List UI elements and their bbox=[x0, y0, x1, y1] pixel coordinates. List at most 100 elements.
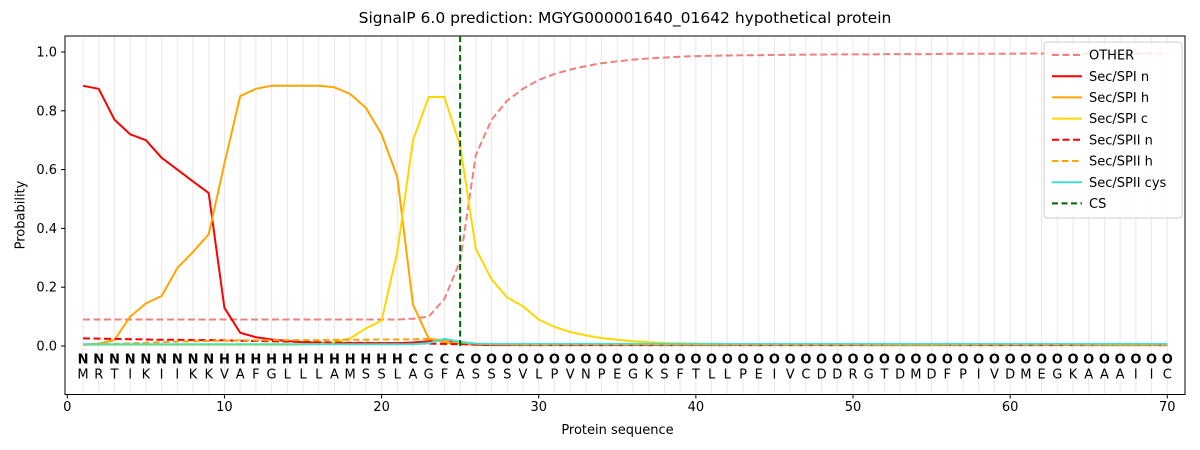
series-line-sec-spi-c bbox=[83, 96, 1168, 346]
region-label-letter: C bbox=[408, 353, 418, 368]
series-line-sec-spi-n bbox=[82, 84, 1168, 347]
region-label-letter: H bbox=[329, 353, 340, 368]
x-tick-label: 0 bbox=[63, 400, 71, 415]
region-label-letter: O bbox=[722, 353, 733, 368]
region-label-letter: O bbox=[973, 353, 984, 368]
region-label-letter: C bbox=[424, 353, 434, 368]
x-tick-label: 40 bbox=[688, 400, 705, 415]
sequence-letter: M bbox=[345, 368, 356, 383]
region-label-letter: H bbox=[250, 353, 261, 368]
sequence-letter: D bbox=[927, 368, 937, 383]
x-tick-label: 50 bbox=[845, 400, 862, 415]
region-label-letter: O bbox=[580, 353, 591, 368]
sequence-letter: S bbox=[660, 368, 668, 383]
sequence-letter: G bbox=[628, 368, 638, 383]
plot-gridlines bbox=[82, 36, 1168, 395]
region-label-letter: N bbox=[203, 353, 214, 368]
region-label-letter: O bbox=[596, 353, 607, 368]
region-label-letter: O bbox=[832, 353, 843, 368]
legend-label: Sec/SPI n bbox=[1089, 70, 1149, 85]
chart-title: SignalP 6.0 prediction: MGYG000001640_01… bbox=[358, 9, 892, 27]
region-label-letter: O bbox=[863, 353, 874, 368]
sequence-letter: F bbox=[252, 368, 259, 383]
sequence-letter: V bbox=[519, 368, 528, 383]
sequence-letter: S bbox=[362, 368, 370, 383]
sequence-letter: D bbox=[895, 368, 905, 383]
region-label-letter: O bbox=[1146, 353, 1157, 368]
region-label-letter: N bbox=[140, 353, 151, 368]
sequence-letter: I bbox=[773, 368, 777, 383]
region-label-letter: O bbox=[737, 353, 748, 368]
sequence-letter: I bbox=[977, 368, 981, 383]
region-label-letter: O bbox=[753, 353, 764, 368]
sequence-letter: P bbox=[739, 368, 747, 383]
region-label-letter: O bbox=[895, 353, 906, 368]
region-label-letter: O bbox=[1083, 353, 1094, 368]
region-label-letter: O bbox=[942, 353, 953, 368]
sequence-letter: G bbox=[1052, 368, 1062, 383]
legend-label: Sec/SPII h bbox=[1089, 155, 1153, 170]
legend-label: Sec/SPI c bbox=[1089, 112, 1148, 127]
sequence-letter: I bbox=[160, 368, 164, 383]
sequence-letter: V bbox=[990, 368, 999, 383]
region-label-letter: O bbox=[1036, 353, 1047, 368]
region-label-letter: O bbox=[879, 353, 890, 368]
region-label-letter: O bbox=[957, 353, 968, 368]
sequence-letter: C bbox=[801, 368, 810, 383]
sequence-letter: I bbox=[1150, 368, 1154, 383]
sequence-letter: S bbox=[487, 368, 495, 383]
sequence-letter: F bbox=[441, 368, 448, 383]
region-label-letter: N bbox=[156, 353, 167, 368]
region-label-letter: O bbox=[816, 353, 827, 368]
sequence-letter: V bbox=[566, 368, 575, 383]
region-label-letter: H bbox=[392, 353, 403, 368]
legend-label: Sec/SPII cys bbox=[1089, 176, 1167, 191]
region-label-letter: O bbox=[612, 353, 623, 368]
sequence-letter: A bbox=[1116, 368, 1125, 383]
x-tick-label: 30 bbox=[530, 400, 547, 415]
region-label-letter: O bbox=[1005, 353, 1016, 368]
x-axis-ticks: 0 10 20 30 40 50 60 70 bbox=[63, 394, 1176, 415]
sequence-letter: K bbox=[1069, 368, 1078, 383]
region-label-letter: O bbox=[486, 353, 497, 368]
sequence-letter: T bbox=[879, 368, 888, 383]
region-label-letter: O bbox=[1130, 353, 1141, 368]
sequence-letter: P bbox=[959, 368, 967, 383]
x-tick-label: 60 bbox=[1002, 400, 1019, 415]
sequence-letter: I bbox=[1134, 368, 1138, 383]
region-label-letter: C bbox=[440, 353, 450, 368]
region-label-letter: C bbox=[455, 353, 465, 368]
region-label-letter: N bbox=[125, 353, 136, 368]
y-tick-label: 0.8 bbox=[36, 104, 57, 119]
sequence-letter: R bbox=[94, 368, 103, 383]
sequence-letter: I bbox=[175, 368, 179, 383]
region-label-letter: O bbox=[659, 353, 670, 368]
region-label-letter: O bbox=[1020, 353, 1031, 368]
y-axis-ticks: 0.0 0.2 0.4 0.6 0.8 1.0 bbox=[36, 46, 65, 355]
region-label-letter: O bbox=[785, 353, 796, 368]
sequence-letter: K bbox=[189, 368, 198, 383]
y-tick-label: 0.4 bbox=[36, 222, 57, 237]
region-label-letter: O bbox=[643, 353, 654, 368]
region-label-letter: O bbox=[1099, 353, 1110, 368]
sequence-letter: D bbox=[817, 368, 827, 383]
region-label-letter: O bbox=[847, 353, 858, 368]
sequence-letter: M bbox=[910, 368, 921, 383]
region-label-letter: H bbox=[219, 353, 230, 368]
region-label-letter: H bbox=[313, 353, 324, 368]
legend-label: Sec/SPII n bbox=[1089, 133, 1153, 148]
x-tick-label: 10 bbox=[216, 400, 233, 415]
series-line-sec-spii-cys bbox=[83, 337, 1168, 346]
sequence-letter: A bbox=[1084, 368, 1093, 383]
series-line-sec-spi-h bbox=[82, 84, 1168, 346]
sequence-letter: L bbox=[284, 368, 292, 383]
region-label-letter: O bbox=[800, 353, 811, 368]
region-label-letter: H bbox=[360, 353, 371, 368]
region-label-letter: O bbox=[675, 353, 686, 368]
region-label-letter: N bbox=[109, 353, 120, 368]
sequence-letter: K bbox=[204, 368, 213, 383]
